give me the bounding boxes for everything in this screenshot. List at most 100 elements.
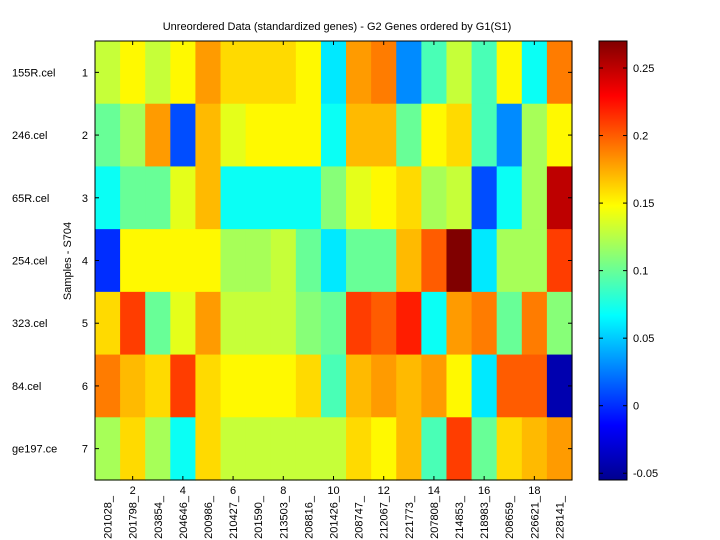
heatmap-cell — [496, 417, 523, 481]
heatmap-cell — [320, 354, 347, 418]
heatmap-cell — [320, 166, 347, 230]
colorbar-tick-label: 0.2 — [633, 131, 648, 143]
heatmap-cells — [95, 41, 573, 481]
heatmap-cell — [320, 291, 347, 356]
row-tick-label: 4 — [82, 256, 88, 268]
heatmap-cell — [220, 417, 247, 481]
row-tick-label: 2 — [82, 130, 88, 142]
heatmap-cell — [471, 166, 498, 230]
colorbar-tick-label: 0.05 — [633, 333, 654, 345]
heatmap-cell — [95, 103, 121, 168]
heatmap-cell — [471, 291, 498, 356]
heatmap-cell — [446, 354, 473, 418]
heatmap-cell — [220, 166, 247, 230]
heatmap-cell — [371, 291, 397, 356]
heatmap-cell — [396, 291, 422, 356]
y-axis-label: Samples - S704 — [62, 222, 74, 300]
heatmap-cell — [521, 41, 548, 105]
heatmap-cell — [195, 103, 222, 168]
heatmap-cell — [295, 166, 322, 230]
heatmap-cell — [270, 291, 297, 356]
heatmap-cell — [95, 229, 121, 293]
heatmap-cell — [446, 291, 473, 356]
col-gene-label: 210427_ — [228, 495, 240, 539]
col-gene-label: 204646_ — [178, 495, 190, 539]
heatmap-cell — [220, 291, 247, 356]
heatmap-cell — [396, 103, 422, 168]
heatmap-cell — [320, 417, 347, 481]
col-gene-label: 201426_ — [329, 495, 341, 539]
row-label: 246.cel — [12, 130, 47, 142]
heatmap-cell — [371, 166, 397, 230]
heatmap-cell — [471, 229, 498, 293]
col-tick-label: 8 — [280, 485, 286, 497]
colorbar-ticks: -0.05 0 0.05 0.1 0.15 0.2 0.25 — [599, 63, 658, 480]
col-tick-label: 2 — [130, 485, 136, 497]
heatmap-cell — [496, 229, 523, 293]
heatmap-cell — [471, 103, 498, 168]
heatmap-cell — [521, 417, 548, 481]
heatmap-cell — [295, 417, 322, 481]
heatmap-cell — [371, 417, 397, 481]
heatmap-cell — [421, 41, 448, 105]
heatmap-cell — [245, 354, 272, 418]
row-tick-label: 3 — [82, 193, 88, 205]
heatmap-cell — [170, 103, 197, 168]
row-label: 65R.cel — [12, 193, 49, 205]
heatmap-cell — [270, 229, 297, 293]
colorbar — [598, 40, 628, 481]
colorbar-tick-label: -0.05 — [633, 468, 658, 480]
heatmap-cell — [95, 354, 121, 418]
col-gene-label: 201798_ — [128, 495, 140, 539]
heatmap-cell — [245, 291, 272, 356]
heatmap-cell — [421, 417, 448, 481]
heatmap-cell — [95, 291, 121, 356]
col-labels: 201028_ 201798_ 203854_ 204646_ 200986_ 21042… — [103, 495, 567, 539]
heatmap-cell — [170, 354, 197, 418]
row-label: 84.cel — [12, 381, 41, 393]
heatmap-cell — [170, 417, 197, 481]
heatmap-cell — [245, 166, 272, 230]
heatmap-cell — [145, 229, 171, 293]
colorbar-tick-label: 0.1 — [633, 266, 648, 278]
heatmap-cell — [521, 103, 548, 168]
heatmap-cell — [170, 291, 197, 356]
heatmap-cell — [245, 417, 272, 481]
heatmap-cell — [270, 166, 297, 230]
col-tick-label: 6 — [230, 485, 236, 497]
heatmap-cell — [120, 103, 146, 168]
heatmap-cell — [195, 291, 222, 356]
heatmap-cell — [421, 354, 448, 418]
col-gene-label: 226621_ — [529, 495, 541, 539]
col-tick-label: 4 — [180, 485, 186, 497]
colorbar-tick-label: 0.25 — [633, 63, 654, 75]
heatmap-cell — [295, 103, 322, 168]
col-gene-label: 221773_ — [404, 495, 416, 539]
heatmap-cell — [371, 229, 397, 293]
heatmap-cell — [220, 41, 247, 105]
col-tick-label: 10 — [327, 485, 339, 497]
heatmap-cell — [396, 417, 422, 481]
heatmap-cell — [95, 41, 121, 105]
heatmap-cell — [95, 417, 121, 481]
heatmap-cell — [421, 103, 448, 168]
heatmap-cell — [245, 229, 272, 293]
heatmap-cell — [346, 103, 372, 168]
row-label: 323.cel — [12, 318, 47, 330]
col-tick-label: 12 — [378, 485, 390, 497]
heatmap-cell — [371, 354, 397, 418]
heatmap-cell — [145, 417, 171, 481]
heatmap-cell — [471, 354, 498, 418]
col-gene-label: 207808_ — [429, 495, 441, 539]
heatmap-cell — [220, 103, 247, 168]
heatmap-cell — [496, 166, 523, 230]
heatmap-cell — [195, 41, 222, 105]
col-tick-label: 14 — [428, 485, 440, 497]
heatmap-cell — [170, 166, 197, 230]
col-gene-label: 208816_ — [303, 495, 315, 539]
heatmap-cell — [195, 166, 222, 230]
heatmap-cell — [521, 354, 548, 418]
col-gene-label: 200986_ — [203, 495, 215, 539]
heatmap-cell — [421, 291, 448, 356]
